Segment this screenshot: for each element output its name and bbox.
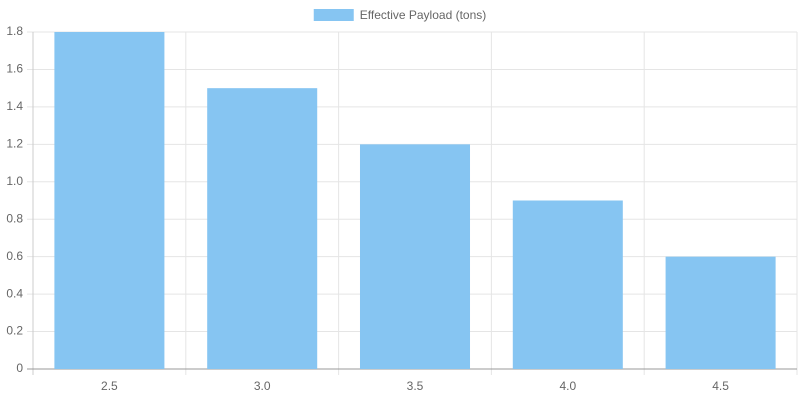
y-tick-label: 1.4 <box>6 99 23 113</box>
y-tick-label: 0 <box>16 361 23 375</box>
y-tick-label: 1.6 <box>6 62 23 76</box>
x-tick-label: 2.5 <box>101 379 118 393</box>
y-tick-label: 0.2 <box>6 324 23 338</box>
y-tick-label: 0.6 <box>6 249 23 263</box>
bar <box>512 200 623 369</box>
y-tick-label: 1.8 <box>6 24 23 38</box>
legend-swatch <box>313 9 354 21</box>
x-tick-label: 3.0 <box>254 379 271 393</box>
x-tick-label: 4.0 <box>559 379 576 393</box>
bar <box>207 88 318 370</box>
x-tick-label: 3.5 <box>407 379 424 393</box>
legend-label: Effective Payload (tons) <box>360 8 487 22</box>
y-tick-label: 1.2 <box>6 137 23 151</box>
y-tick-label: 0.8 <box>6 211 23 225</box>
bar <box>359 144 471 369</box>
bar <box>54 32 165 369</box>
y-tick-label: 1.0 <box>6 174 23 188</box>
x-tick-label: 4.5 <box>712 379 729 393</box>
bar <box>665 256 776 369</box>
y-tick-label: 0.4 <box>6 286 23 300</box>
